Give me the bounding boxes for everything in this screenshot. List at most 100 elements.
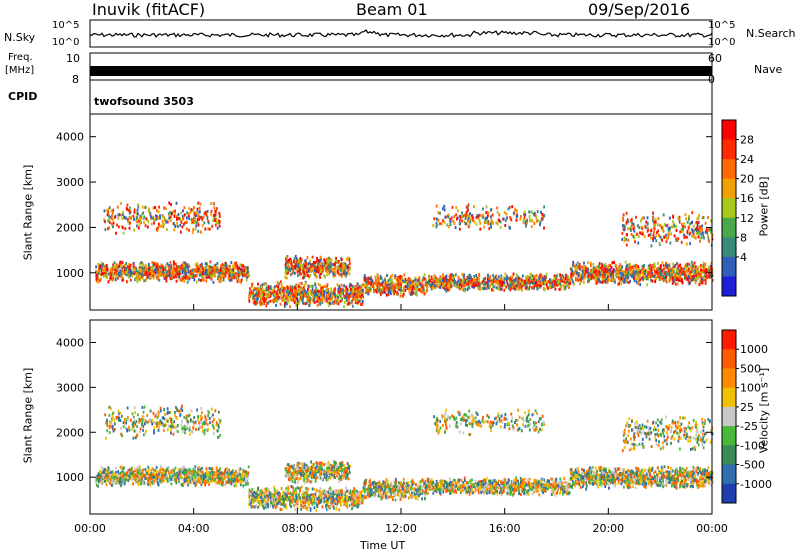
range-cell — [657, 217, 660, 221]
range-cell — [273, 292, 276, 296]
range-cell — [160, 263, 163, 267]
range-cell — [295, 285, 298, 289]
range-cell — [604, 270, 606, 274]
range-cell — [340, 258, 343, 262]
range-cell — [261, 283, 264, 287]
range-cell — [151, 271, 154, 275]
top-panel-frames — [89, 19, 713, 115]
range-cell — [144, 205, 147, 209]
range-cell — [505, 285, 508, 289]
range-cell — [628, 281, 630, 284]
range-cell — [162, 268, 164, 272]
range-cell — [343, 269, 346, 273]
range-cell — [570, 272, 573, 276]
range-cell — [490, 208, 492, 212]
range-cell — [688, 282, 691, 286]
range-cell — [365, 281, 368, 284]
range-cell — [646, 221, 649, 225]
range-cell — [447, 285, 450, 289]
range-cell — [435, 204, 438, 208]
range-cell — [647, 233, 650, 237]
range-cell — [150, 274, 153, 278]
range-cell — [442, 207, 444, 211]
range-cell — [278, 295, 280, 299]
range-cell — [673, 270, 675, 274]
range-cell — [269, 294, 272, 298]
range-cell — [166, 220, 169, 224]
range-cell — [474, 284, 476, 288]
range-cell — [178, 270, 181, 273]
range-cell — [306, 268, 308, 272]
range-cell — [153, 273, 156, 276]
range-cell — [227, 277, 230, 281]
range-cell — [238, 266, 241, 270]
range-cell — [300, 288, 303, 292]
range-cell — [461, 219, 463, 223]
range-cell — [311, 298, 314, 302]
range-cell — [184, 271, 186, 275]
range-cell — [180, 264, 183, 268]
range-cell — [524, 275, 527, 279]
range-cell — [175, 201, 178, 205]
range-cell — [697, 273, 700, 277]
range-cell — [256, 301, 259, 305]
range-cell — [378, 284, 381, 288]
range-cell — [155, 209, 158, 213]
range-cell — [293, 297, 296, 301]
range-cell — [280, 296, 283, 300]
range-cell — [625, 243, 628, 247]
range-cell — [623, 236, 626, 240]
range-cell — [459, 222, 461, 225]
range-cell — [163, 272, 165, 276]
range-cell — [161, 219, 164, 223]
range-cell — [125, 207, 128, 210]
range-cell — [274, 298, 277, 302]
range-cell — [695, 270, 698, 274]
range-cell — [157, 216, 160, 220]
range-cell — [395, 286, 398, 290]
range-cell — [169, 260, 172, 264]
range-cell — [316, 289, 319, 293]
range-cell — [100, 261, 103, 265]
range-cell — [549, 279, 552, 283]
range-cell — [692, 229, 695, 233]
range-cell — [126, 280, 128, 284]
range-cell — [162, 265, 164, 269]
range-cell — [583, 261, 585, 265]
range-cell — [186, 269, 189, 273]
range-cell — [293, 286, 296, 290]
range-cell — [229, 278, 231, 282]
range-cell — [170, 276, 172, 280]
range-cell — [186, 220, 188, 224]
range-cell — [223, 269, 226, 273]
range-cell — [668, 266, 670, 270]
range-cell — [199, 268, 202, 272]
range-cell — [319, 284, 322, 288]
range-cell — [679, 276, 681, 280]
range-cell — [263, 299, 266, 303]
range-cell — [337, 287, 340, 291]
range-cell — [125, 270, 128, 274]
range-cell — [157, 226, 160, 229]
range-cell — [652, 265, 654, 269]
range-cell — [210, 274, 212, 278]
range-cell — [671, 276, 674, 280]
range-cell — [304, 282, 307, 286]
range-cell — [391, 278, 393, 282]
range-cell — [107, 272, 110, 276]
range-cell — [480, 214, 483, 218]
range-cell — [210, 209, 213, 213]
range-cell — [635, 263, 638, 267]
range-cell — [627, 227, 629, 231]
range-cell — [461, 211, 463, 215]
range-cell — [323, 258, 326, 262]
range-cell — [295, 292, 297, 296]
freq-tick-top: 10 — [66, 52, 80, 65]
range-cell — [189, 211, 191, 215]
range-cell — [657, 229, 659, 233]
range-cell — [425, 290, 428, 294]
range-cell — [579, 265, 581, 269]
range-cell — [497, 287, 500, 291]
range-cell — [672, 280, 675, 284]
range-cell — [180, 230, 182, 234]
